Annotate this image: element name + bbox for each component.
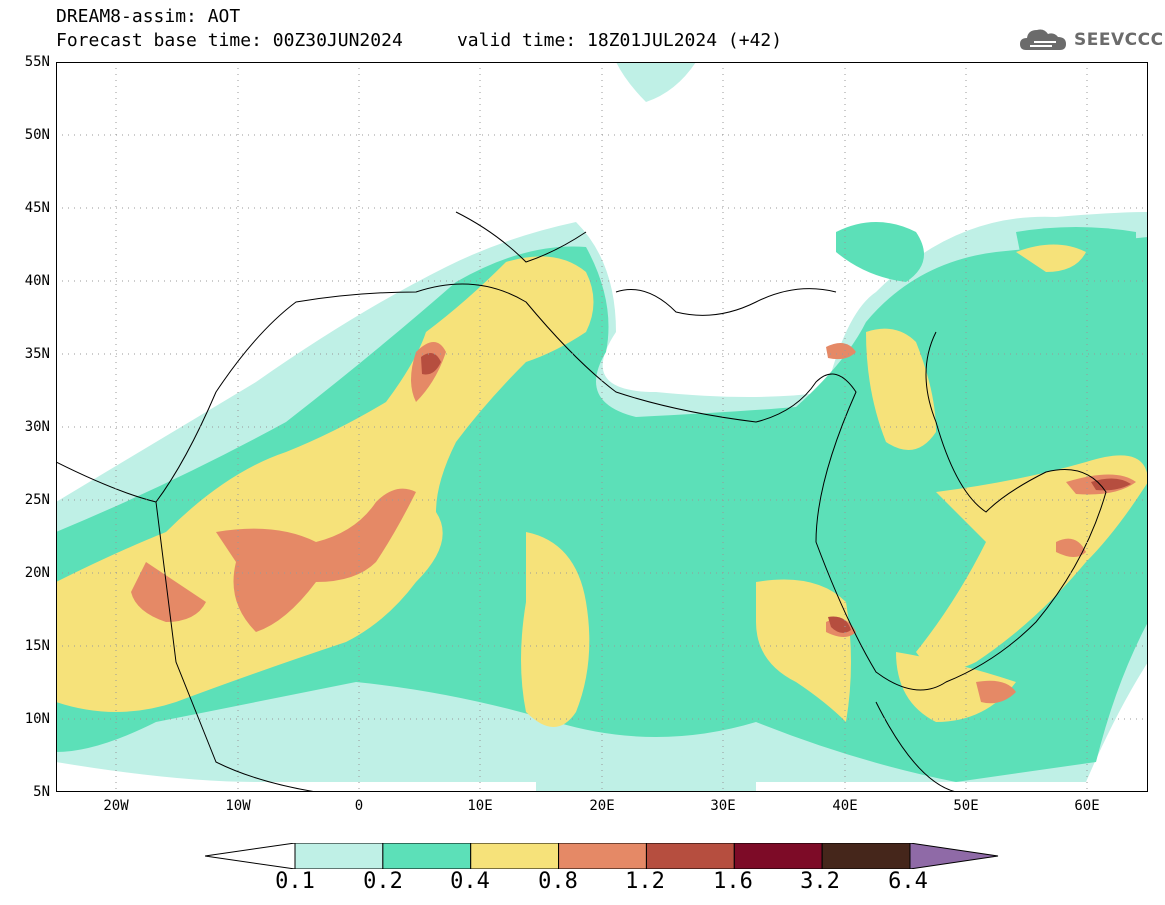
- logo-text: SEEVCCC: [1074, 30, 1164, 50]
- colorbar-label: 3.2: [800, 869, 840, 894]
- lat-label: 20N: [24, 565, 50, 581]
- lon-label: 0: [354, 798, 364, 814]
- cloud-icon: [1020, 29, 1066, 50]
- colorbar-label: 1.2: [625, 869, 665, 894]
- lat-label: 15N: [24, 638, 50, 654]
- lat-label: 25N: [24, 492, 50, 508]
- colorbar-right-arrow: [909, 843, 999, 869]
- colorbar-label: 0.2: [363, 869, 403, 894]
- lat-label: 55N: [24, 54, 50, 70]
- forecast-time-line: Forecast base time: 00Z30JUN2024 valid t…: [56, 30, 783, 51]
- colorbar-label: 0.4: [450, 869, 490, 894]
- lon-label: 10W: [225, 798, 251, 814]
- seevccc-logo: SEEVCCC: [1018, 24, 1163, 58]
- aot-map: [56, 62, 1148, 792]
- colorbar-swatch: [470, 843, 560, 869]
- colorbar-label: 6.4: [888, 869, 928, 894]
- colorbar-swatch: [733, 843, 823, 869]
- lat-label: 30N: [24, 419, 50, 435]
- lon-label: 10E: [467, 798, 493, 814]
- graticule: [56, 62, 1148, 792]
- lat-label: 5N: [33, 784, 50, 800]
- lon-label: 20E: [589, 798, 615, 814]
- lat-label: 50N: [24, 127, 50, 143]
- colorbar-swatch: [645, 843, 735, 869]
- colorbar-label: 0.1: [275, 869, 315, 894]
- lon-label: 60E: [1074, 798, 1100, 814]
- colorbar-boxes: [294, 843, 911, 869]
- colorbar-swatch: [558, 843, 647, 869]
- lon-label: 40E: [832, 798, 858, 814]
- lat-label: 40N: [24, 273, 50, 289]
- lon-label: 20W: [103, 798, 129, 814]
- lon-label: 30E: [710, 798, 736, 814]
- colorbar-swatch: [294, 843, 384, 869]
- colorbar-swatch: [821, 843, 911, 869]
- lat-label: 35N: [24, 346, 50, 362]
- colorbar-label: 0.8: [538, 869, 578, 894]
- coastlines: [56, 211, 1107, 792]
- lat-label: 45N: [24, 200, 50, 216]
- map-title: DREAM8-assim: AOT: [56, 6, 241, 27]
- colorbar-left-arrow: [205, 843, 296, 869]
- colorbar: [205, 843, 999, 869]
- lat-label: 10N: [24, 711, 50, 727]
- colorbar-label: 1.6: [713, 869, 753, 894]
- lon-label: 50E: [953, 798, 979, 814]
- colorbar-swatch: [382, 843, 472, 869]
